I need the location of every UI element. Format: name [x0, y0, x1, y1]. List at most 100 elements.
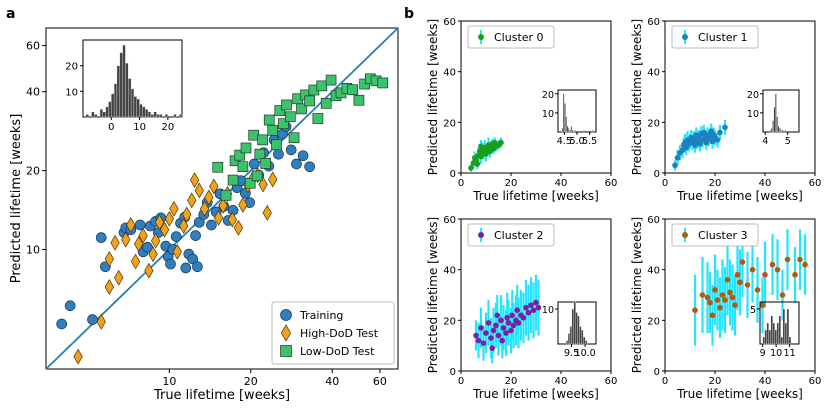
data-point: [500, 325, 507, 331]
inset-y-tick-label: 20: [65, 62, 78, 73]
data-point: [520, 315, 527, 321]
x-tick-label: 20: [505, 178, 518, 189]
histogram-bar: [145, 109, 149, 118]
data-point: [533, 299, 539, 306]
x-axis-label: True lifetime [weeks]: [153, 388, 290, 403]
data-point: [304, 161, 315, 173]
histogram-bar: [583, 336, 586, 345]
data-point: [762, 271, 768, 278]
data-point: [133, 236, 144, 252]
histogram-bar: [150, 114, 154, 118]
data-point: [719, 292, 726, 298]
y-tick-label: 0: [450, 169, 456, 180]
histogram-bar: [786, 308, 790, 345]
data-point: [493, 322, 499, 329]
data-point: [499, 337, 506, 344]
data-point: [304, 95, 315, 107]
histogram-bar: [583, 129, 585, 133]
histogram-bar: [139, 104, 143, 118]
data-point: [187, 253, 199, 265]
data-point: [110, 234, 120, 251]
plot-frame: [664, 218, 816, 372]
data-points: [692, 256, 808, 319]
histogram-bar: [125, 62, 129, 118]
histogram-bar: [770, 315, 773, 345]
inset-x-tick-label: 10: [133, 122, 146, 133]
data-point: [164, 210, 175, 227]
legend-marker: [280, 324, 292, 342]
data-point: [739, 259, 746, 265]
data-point: [179, 217, 189, 234]
data-point: [159, 221, 170, 238]
data-point: [505, 320, 512, 326]
data-point: [95, 232, 107, 243]
cluster-1-plot: 0 20 40 60 0 20 40 60 True lifetime [weeks] Predi…: [630, 17, 821, 203]
cluster-2-plot: 0 20 40 60 0 20 40 60 True lifetime [weeks] Predi…: [426, 215, 617, 401]
data-point: [312, 113, 324, 124]
y-tick-label: 0: [450, 367, 456, 378]
x-tick-label: 40: [759, 178, 772, 189]
legend-marker: [280, 309, 292, 321]
y-tick-label: 60: [26, 40, 40, 53]
legend-marker: [478, 34, 484, 40]
data-point: [104, 251, 114, 267]
x-axis-label: True lifetime [weeks]: [676, 387, 803, 401]
data-point: [251, 170, 263, 182]
data-point: [154, 214, 165, 231]
data-point: [523, 304, 529, 311]
y-tick-label: 10: [26, 244, 40, 257]
histogram-bar: [85, 114, 89, 118]
data-point: [714, 297, 721, 303]
data-point: [724, 277, 731, 283]
data-point: [802, 261, 808, 268]
x-tick-label: 40: [555, 178, 568, 189]
x-tick-label: 60: [605, 178, 618, 189]
data-point: [234, 149, 246, 161]
data-point: [478, 143, 484, 150]
data-point: [744, 282, 751, 288]
histogram-bar: [133, 96, 137, 118]
y-axis-label: Predicted lifetime [weeks]: [426, 19, 440, 176]
data-point: [199, 200, 210, 217]
x-tick-label: 60: [809, 178, 822, 189]
data-point: [672, 162, 678, 169]
data-point: [692, 307, 698, 314]
histogram-bar: [566, 126, 569, 133]
x-tick-label: 0: [662, 376, 668, 387]
data-point: [734, 271, 741, 278]
legend-box: [467, 223, 555, 247]
histogram-bar: [136, 98, 140, 118]
y-tick-label: 20: [647, 118, 660, 129]
data-point: [281, 99, 292, 111]
legend-label: Cluster 2: [494, 229, 544, 242]
y-tick-label: 40: [647, 266, 660, 277]
histogram-bar: [764, 329, 767, 345]
data-point: [172, 243, 182, 260]
data-point: [528, 302, 534, 308]
histogram-bar: [782, 308, 786, 345]
data-point: [478, 325, 484, 331]
data-point: [779, 292, 786, 298]
histogram-bar: [571, 129, 574, 133]
data-point: [248, 158, 260, 170]
data-point: [206, 219, 217, 231]
x-tick-label: 20: [505, 376, 518, 387]
histogram-bar: [130, 88, 135, 118]
data-point: [212, 161, 224, 173]
x-axis-label: True lifetime [weeks]: [472, 189, 599, 203]
histogram-bar: [128, 78, 132, 118]
histogram-bar: [774, 329, 777, 345]
data-points: [473, 299, 542, 352]
panel-label-a: a: [6, 6, 15, 22]
histogram-bar: [147, 111, 152, 118]
data-point: [227, 174, 239, 186]
inset-y-tick-label: 10: [65, 87, 78, 98]
data-point: [525, 309, 532, 316]
histogram-bar: [784, 322, 788, 345]
y-tick-label: 40: [26, 86, 40, 99]
histogram-bar: [569, 129, 571, 133]
histogram-bar: [94, 114, 98, 118]
data-point: [148, 246, 158, 263]
data-point: [699, 292, 706, 298]
series-low-dod-test: [212, 73, 389, 201]
